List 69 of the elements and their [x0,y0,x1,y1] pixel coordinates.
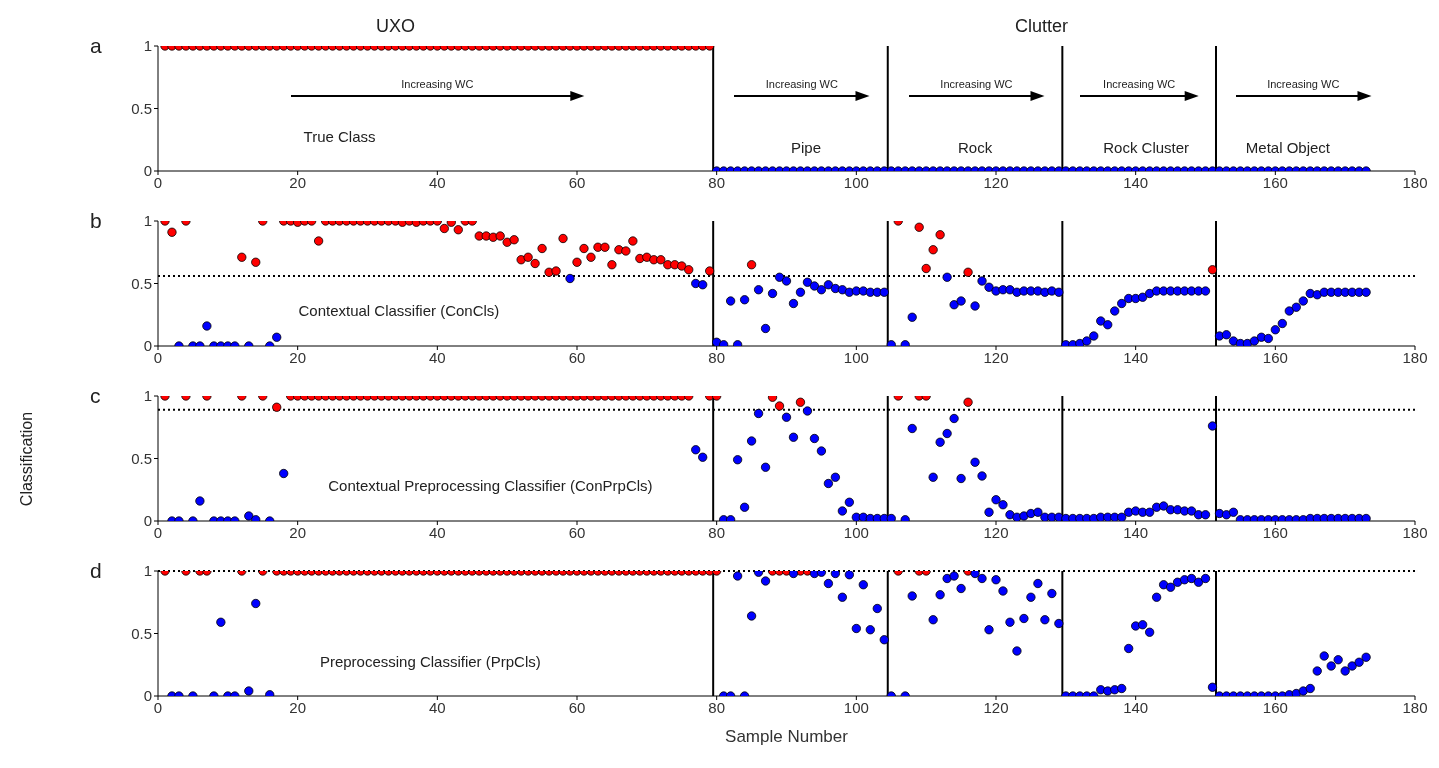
annotation: Increasing WC [765,77,838,90]
x-tick-label: 60 [568,173,586,191]
annotation: Contextual Classifier (ConCls) [298,301,500,319]
y-tick-label: 0 [143,687,152,705]
y-tick-label: 0.5 [131,99,152,117]
x-tick-label: 120 [983,348,1009,366]
x-tick-label: 40 [428,523,446,541]
x-tick-label: 20 [289,523,307,541]
x-tick-label: 160 [1262,348,1288,366]
x-tick-label: 160 [1262,523,1288,541]
annotation: Preprocessing Classifier (PrpCls) [319,652,541,670]
x-tick-label: 180 [1402,698,1428,716]
annotation: Pipe [791,138,822,156]
y-tick-label: 0.5 [131,274,152,292]
annotation: Metal Object [1245,138,1330,156]
text: UXO [375,16,415,37]
x-tick-label: 120 [983,698,1009,716]
y-tick-label: 0 [143,162,152,180]
annotation: Increasing WC [1103,77,1176,90]
x-tick-label: 80 [708,698,726,716]
x-tick-label: 80 [708,173,726,191]
y-tick-label: 0 [143,337,152,355]
x-tick-label: 60 [568,348,586,366]
x-tick-label: 60 [568,698,586,716]
y-tick-label: 0.5 [131,624,152,642]
x-tick-label: 60 [568,523,586,541]
x-tick-label: 20 [289,173,307,191]
x-tick-label: 100 [843,523,869,541]
x-tick-label: 100 [843,173,869,191]
x-tick-label: 100 [843,698,869,716]
annotation: Increasing WC [940,77,1013,90]
chart-title: a [90,34,102,58]
y-tick-label: 1 [143,37,152,55]
chart-title: d [90,559,102,583]
annotation: True Class [303,127,376,145]
x-tick-label: 40 [428,173,446,191]
x-tick-label: 140 [1123,523,1149,541]
x-tick-label: 80 [708,523,726,541]
y-tick-label: 0 [143,512,152,530]
y-tick-label: 1 [143,212,152,230]
x-axis-title: Sample Number [725,727,849,746]
x-tick-label: 100 [843,348,869,366]
y-tick-label: 1 [143,562,152,580]
x-tick-label: 160 [1262,173,1288,191]
y-axis-title: Classification [17,411,36,506]
x-tick-label: 40 [428,348,446,366]
x-tick-label: 180 [1402,173,1428,191]
x-tick-label: 160 [1262,698,1288,716]
annotation: Increasing WC [401,77,474,90]
x-tick-label: 120 [983,173,1009,191]
x-tick-label: 180 [1402,523,1428,541]
x-tick-label: 140 [1123,173,1149,191]
x-tick-label: 40 [428,698,446,716]
annotation: Rock Cluster [1103,138,1190,156]
y-tick-label: 0.5 [131,449,152,467]
x-tick-label: 20 [289,348,307,366]
chart-title: c [90,384,101,408]
x-tick-label: 80 [708,348,726,366]
chart-title: b [90,209,102,233]
annotation: Rock [957,138,993,156]
y-tick-label: 1 [143,387,152,405]
annotation: Increasing WC [1267,77,1340,90]
text: Clutter [1014,16,1068,37]
annotation: Contextual Preprocessing Classifier (ConPrpCls) [328,476,653,494]
x-tick-label: 140 [1123,348,1149,366]
x-tick-label: 20 [289,698,307,716]
x-tick-label: 120 [983,523,1009,541]
x-tick-label: 140 [1123,698,1149,716]
x-tick-label: 180 [1402,348,1428,366]
